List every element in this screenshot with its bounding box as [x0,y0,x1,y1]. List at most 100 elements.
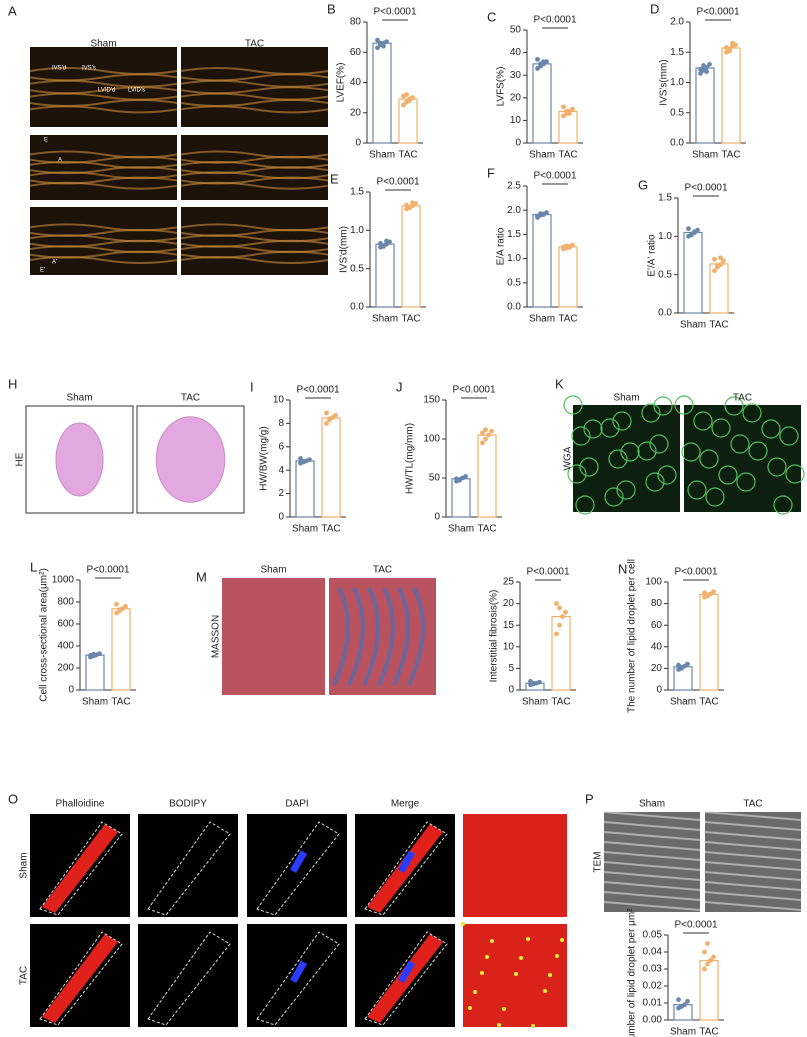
data-point [702,590,707,596]
column-label: TAC [181,393,200,404]
data-point [480,440,485,446]
cell-outline [608,449,628,469]
data-point [698,66,703,72]
p-value: P<0.0001 [86,565,130,576]
y-tick-label: 2.0 [670,17,684,28]
bar [372,42,392,144]
y-tick-label: 20 [350,107,362,118]
echo-trace [180,181,329,190]
cell-outline [742,403,762,423]
panel-letter: J [396,379,403,394]
cell-outline [779,426,799,446]
panel-letter: B [327,1,336,16]
bar [695,67,715,144]
p-value: P<0.0001 [526,567,570,578]
data-point [457,477,462,483]
data-point [410,200,415,206]
column-label: Sham [613,393,639,404]
y-axis-label: Cell cross-sectional area(μm²) [39,568,50,702]
outline [256,931,340,1026]
data-point [685,661,690,667]
nucleus [398,960,416,984]
outline [147,931,231,1026]
image-annotation: LVID's [128,88,145,94]
cell-outline [761,419,781,439]
bar [532,63,552,144]
y-tick-label: 0.01 [643,998,663,1009]
data-point [567,245,572,250]
image-annotation: LVID'd [98,88,115,94]
y-tick-label: 60 [651,620,663,631]
y-tick-label: 1.5 [658,193,672,204]
data-point [708,958,713,963]
fibril [704,831,802,841]
fibril [603,831,701,841]
cell-outline [604,487,624,507]
p-value: P<0.0001 [296,385,340,396]
panel-letter: G [638,177,648,192]
fibril [704,881,802,891]
echo-trace [29,105,178,114]
data-point [407,96,412,102]
data-point [486,432,491,438]
data-point [114,601,119,607]
y-axis-label: IVS'd(mm) [339,226,350,273]
cell-outline [649,434,669,454]
data-point [307,457,312,463]
fibril [704,861,802,871]
column-label: Sham [66,393,92,404]
y-tick-label: 0.5 [350,263,364,274]
fibrosis [377,587,395,686]
x-tick-label: TAC [699,697,718,708]
y-tick-label: 0.02 [643,981,663,992]
bar [451,478,471,518]
echo-trace [29,86,178,95]
data-point [705,593,710,599]
data-point [718,255,723,261]
bar [721,47,741,144]
echo-trace [29,73,178,82]
data-point [480,430,485,436]
cell-outline [785,464,805,484]
outline [364,931,448,1026]
y-tick-label: 40 [651,641,663,652]
y-tick-label: 0.5 [507,277,521,288]
x-tick-label: TAC [321,524,340,535]
fibril [603,851,701,861]
y-tick-label: 0 [656,685,662,696]
data-point [705,941,710,946]
fibril [704,901,802,911]
fibrosis [392,587,410,686]
y-tick-label: 40 [510,47,522,58]
column-label: BODIPY [169,799,207,810]
outline [256,821,340,916]
cell-outline [575,495,595,515]
data-point [541,59,546,65]
bar [401,205,421,308]
fibrosis [332,587,350,686]
p-value: P<0.0001 [684,183,728,194]
y-axis-label: LVFS(%) [496,67,507,107]
data-point [384,238,389,244]
cell-outline [748,441,768,461]
y-tick-label: 5 [508,663,514,674]
x-tick-label: Sham [529,314,555,325]
cell-outline [736,472,756,492]
image-annotation: E' [40,268,45,274]
data-point [381,43,386,49]
cell-outline [600,418,620,438]
x-tick-label: TAC [477,524,496,535]
data-point [698,71,703,76]
y-tick-label: 6 [278,441,284,452]
y-tick-label: 800 [57,597,74,608]
cell-outline [637,441,657,461]
echo-trace [180,67,329,75]
fibril [704,891,802,901]
panel-letter: P [585,791,594,806]
y-tick-label: 1.5 [507,229,521,240]
bar [295,460,315,518]
data-point [702,966,707,972]
bar [111,608,131,691]
fibril [603,821,701,831]
fibril [704,871,802,881]
